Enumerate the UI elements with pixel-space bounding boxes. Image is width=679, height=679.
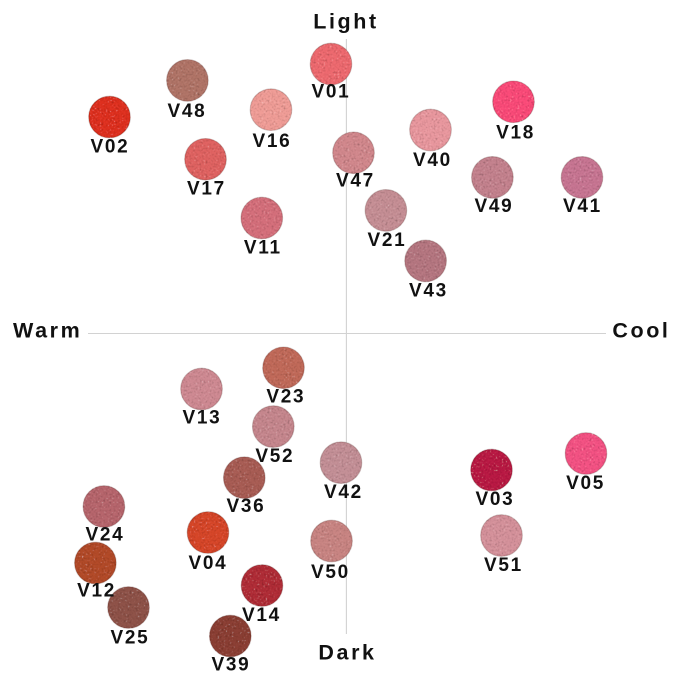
svg-text:V02: V02 xyxy=(91,137,130,158)
svg-text:V21: V21 xyxy=(368,230,407,251)
svg-text:V25: V25 xyxy=(111,628,150,649)
svg-text:V50: V50 xyxy=(311,562,350,583)
svg-text:V01: V01 xyxy=(312,82,351,103)
svg-text:V42: V42 xyxy=(324,482,363,503)
svg-text:V13: V13 xyxy=(183,408,222,429)
svg-text:V39: V39 xyxy=(212,655,251,676)
svg-text:V05: V05 xyxy=(566,473,605,494)
svg-text:V36: V36 xyxy=(227,496,266,517)
svg-text:V52: V52 xyxy=(255,446,294,467)
svg-text:V48: V48 xyxy=(168,101,207,122)
svg-text:Warm: Warm xyxy=(13,319,82,343)
svg-text:V11: V11 xyxy=(244,238,282,259)
svg-text:V18: V18 xyxy=(496,123,535,144)
svg-text:V17: V17 xyxy=(187,178,226,199)
svg-text:V24: V24 xyxy=(86,525,125,546)
svg-text:V16: V16 xyxy=(253,131,292,152)
svg-text:V03: V03 xyxy=(476,489,515,510)
svg-text:V51: V51 xyxy=(484,555,523,576)
svg-text:V04: V04 xyxy=(189,553,228,574)
svg-text:V40: V40 xyxy=(413,150,452,171)
svg-text:Light: Light xyxy=(313,10,379,34)
svg-text:V23: V23 xyxy=(266,387,305,408)
svg-text:V43: V43 xyxy=(409,281,448,302)
svg-text:Cool: Cool xyxy=(612,319,670,343)
svg-text:Dark: Dark xyxy=(318,640,376,664)
svg-text:V47: V47 xyxy=(336,170,375,191)
svg-text:V49: V49 xyxy=(475,196,514,217)
svg-text:V41: V41 xyxy=(563,196,602,217)
svg-text:V14: V14 xyxy=(242,605,281,626)
svg-text:V12: V12 xyxy=(77,581,116,602)
